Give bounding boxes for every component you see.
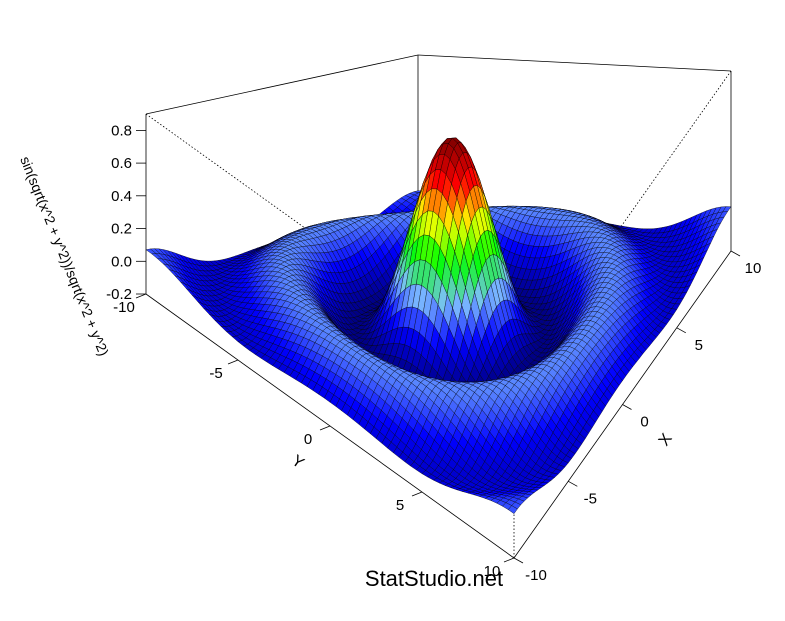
x-axis-label: X — [656, 430, 676, 449]
z-tick-label: 0.8 — [111, 122, 132, 139]
y-tick — [135, 293, 147, 299]
plot-box-back — [145, 54, 732, 558]
z-axis-label: sin(sqrt(x^2 + y^2))/sqrt(x^2 + y^2) — [17, 154, 112, 358]
x-tick-label: 5 — [695, 337, 703, 354]
y-tick-label: 0 — [304, 431, 312, 448]
y-tick-label: 10 — [484, 563, 501, 580]
y-tick — [319, 425, 331, 431]
x-tick-label: 10 — [745, 260, 762, 277]
z-tick-label: 0.4 — [111, 188, 132, 205]
y-tick-label: -5 — [209, 365, 222, 382]
z-tick-label: 0.0 — [111, 253, 132, 270]
surface-facet — [508, 505, 518, 514]
x-tick-label: -10 — [525, 567, 547, 584]
y-tick-label: -10 — [113, 299, 135, 316]
x-tick — [513, 557, 524, 564]
x-tick — [622, 404, 632, 410]
y-axis-label: Y — [288, 452, 307, 472]
y-tick — [411, 491, 423, 497]
z-tick-label: -0.2 — [106, 286, 132, 303]
watermark: StatStudio.net — [365, 566, 503, 591]
x-tick — [676, 327, 686, 334]
y-tick — [503, 557, 515, 563]
x-tick-label: -5 — [584, 490, 597, 507]
x-tick — [730, 250, 741, 257]
surface-mesh — [145, 137, 732, 514]
y-tick — [227, 359, 239, 365]
z-tick-label: 0.2 — [111, 221, 132, 238]
x-tick — [568, 480, 578, 487]
x-tick-label: 0 — [640, 414, 648, 431]
y-tick-label: 5 — [396, 497, 404, 514]
z-tick-label: 0.6 — [111, 155, 132, 172]
